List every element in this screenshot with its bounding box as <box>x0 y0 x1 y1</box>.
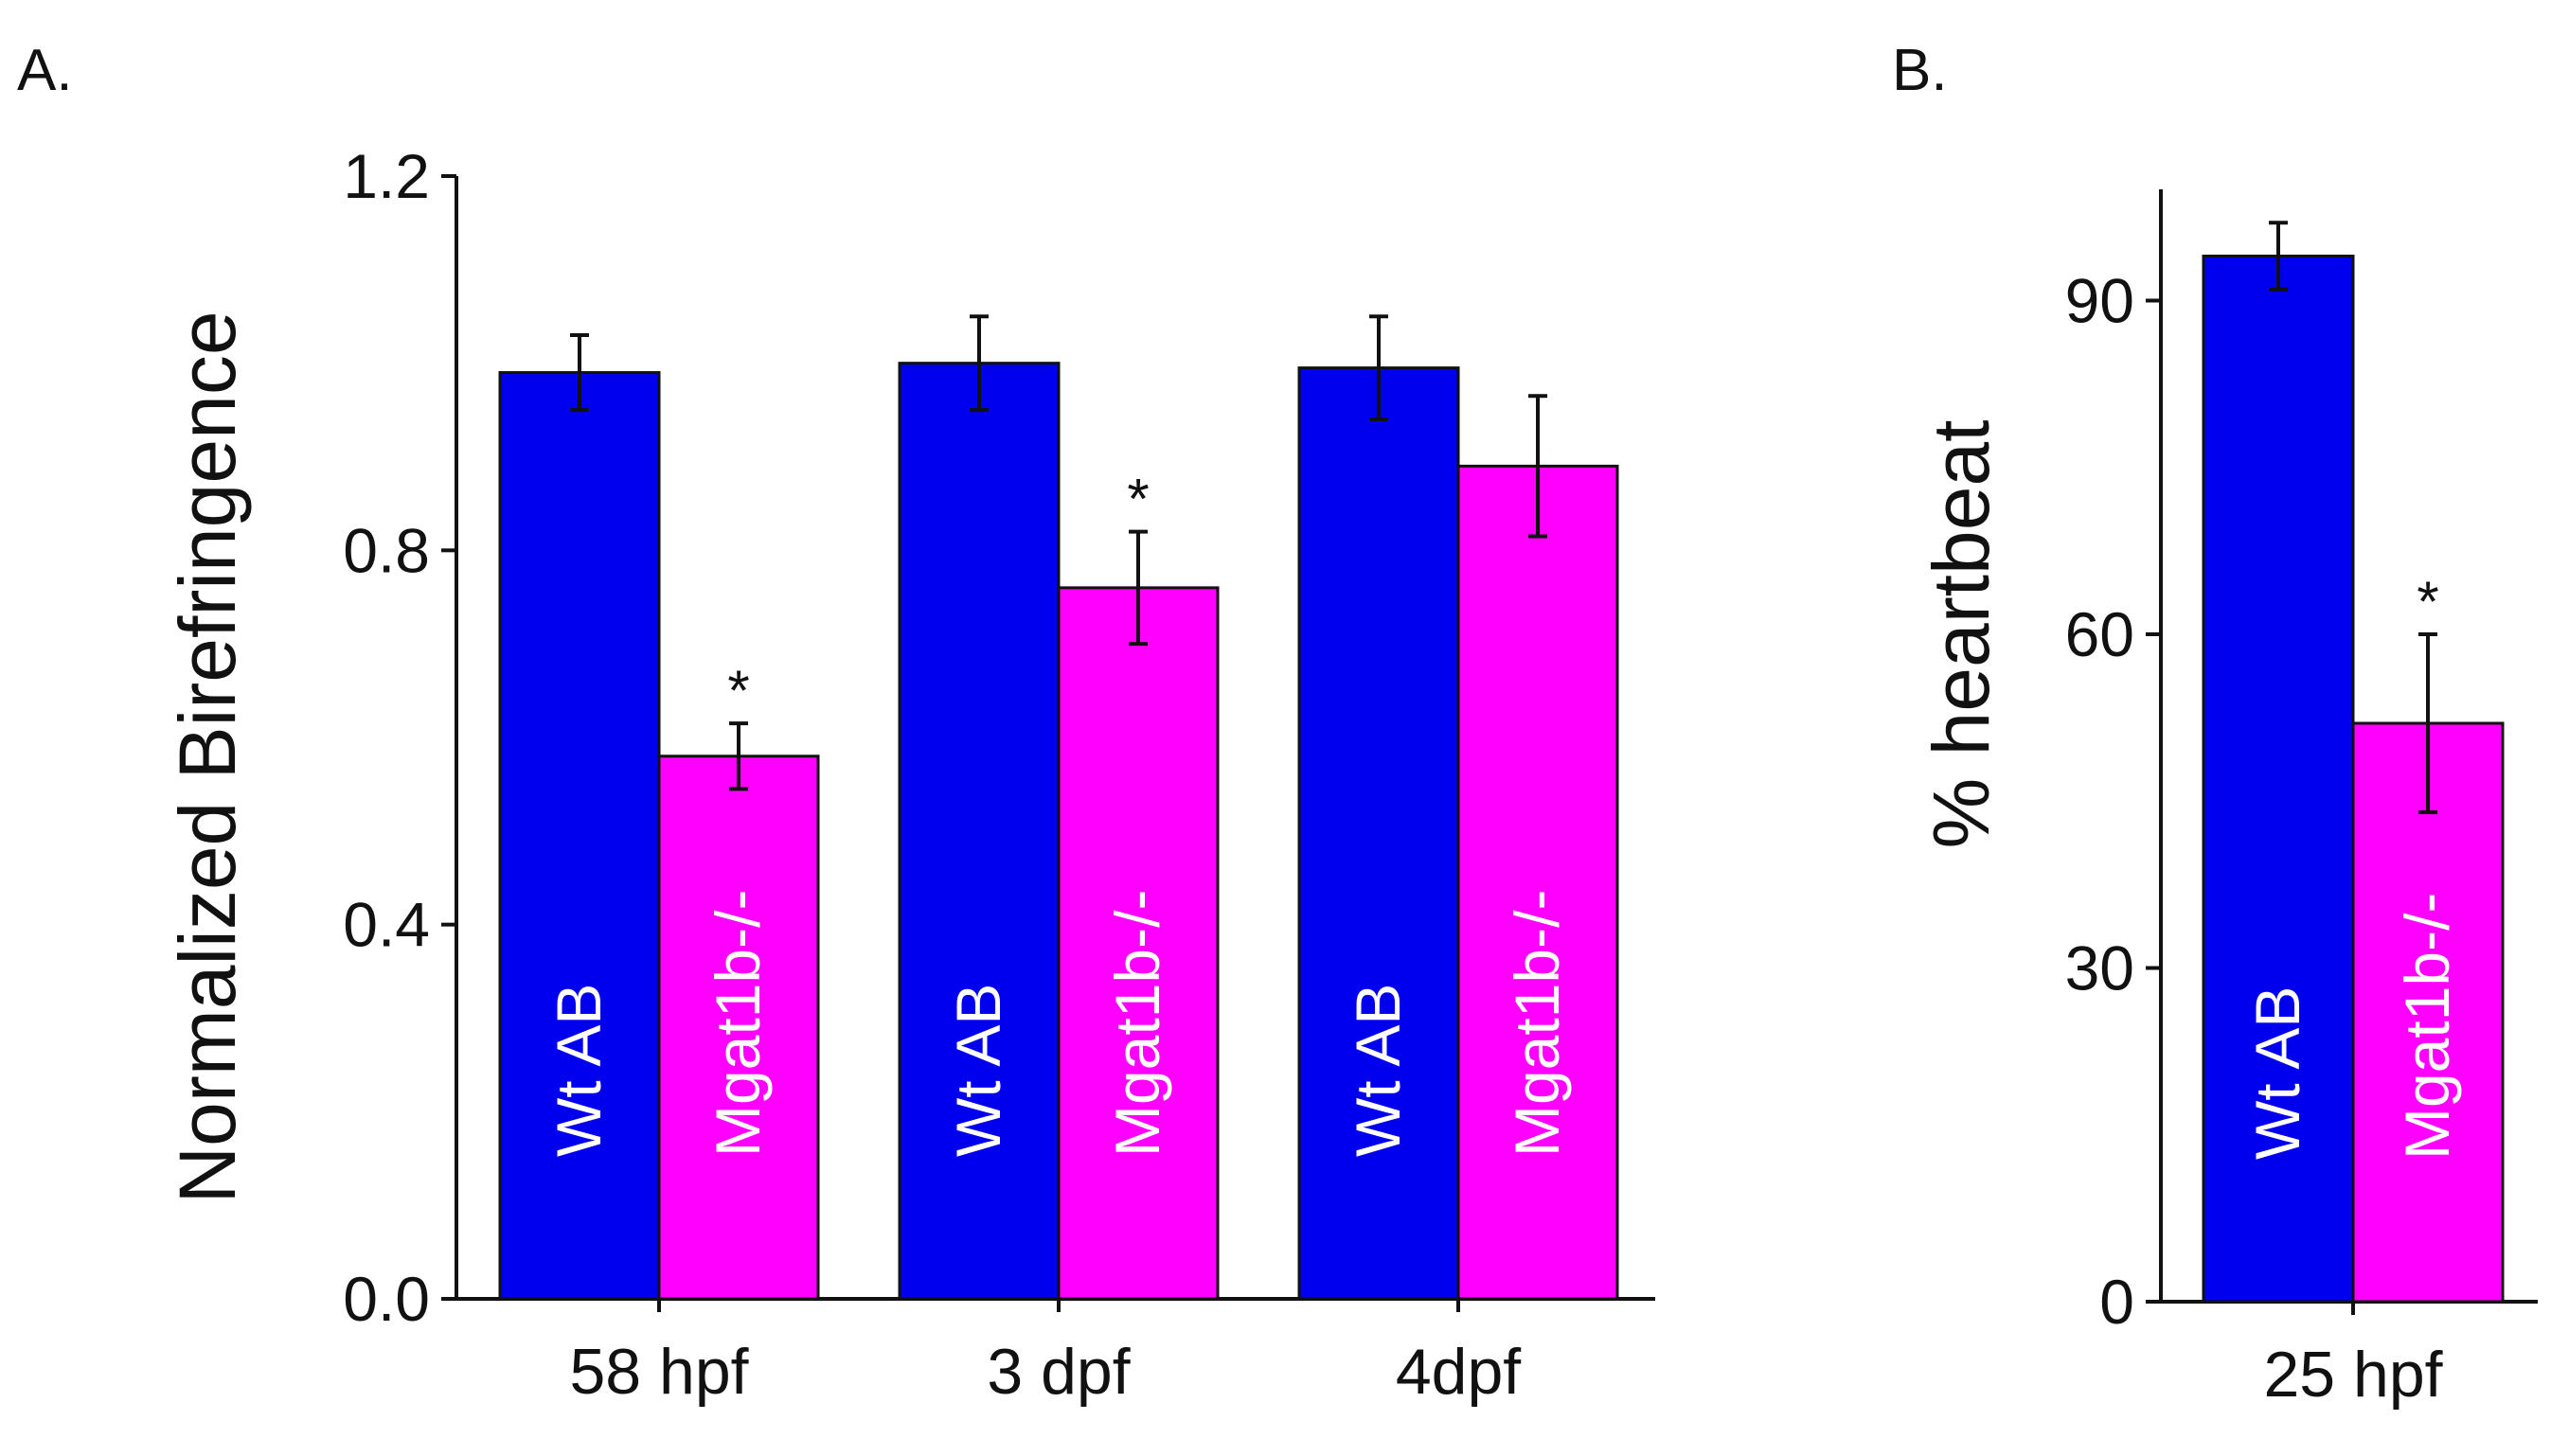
bar-series-label: Mgat1b-/- <box>1102 890 1172 1157</box>
panel-a-label: A. <box>17 38 73 103</box>
bar <box>898 362 1061 1301</box>
bar <box>2351 721 2505 1304</box>
y-tick-label: 0.8 <box>343 515 430 585</box>
bar-series-label: Wt AB <box>1343 984 1413 1157</box>
panel-a-chart: 0.0 0.4 0.8 1.2 58 hpf Wt AB Mgat1b-/- * 3 dpf Wt… <box>343 141 1655 1408</box>
panel-b-label: B. <box>1892 38 1948 103</box>
y-tick-label: 30 <box>2065 933 2134 1003</box>
bar-series-label: Wt AB <box>943 984 1013 1157</box>
bar-series-label: Mgat1b-/- <box>703 890 773 1157</box>
bar <box>1456 464 1619 1301</box>
panel-a-y-axis-title: Normalized Birefringence <box>163 311 252 1203</box>
bar <box>2202 255 2355 1304</box>
y-tick-label: 0 <box>2099 1267 2134 1337</box>
significance-marker: * <box>1127 468 1149 531</box>
y-tick-label: 60 <box>2065 599 2134 669</box>
bar-series-label: Mgat1b-/- <box>1502 890 1572 1157</box>
y-tick-label: 0.4 <box>343 890 430 960</box>
panel-b-y-axis-title: % heartbeat <box>1917 420 2006 849</box>
y-tick-label: 1.2 <box>343 141 430 211</box>
bar-series-label: Wt AB <box>544 984 614 1157</box>
x-category-label: 4dpf <box>1396 1336 1521 1408</box>
y-tick-label: 0.0 <box>343 1264 430 1334</box>
bar-series-label: Wt AB <box>2242 986 2312 1160</box>
bar <box>1297 366 1460 1301</box>
bar <box>498 371 661 1301</box>
y-tick-label: 90 <box>2065 266 2134 336</box>
x-category-label: 3 dpf <box>987 1336 1130 1408</box>
significance-marker: * <box>2417 570 2438 633</box>
significance-marker: * <box>727 659 749 722</box>
bar-series-label: Mgat1b-/- <box>2392 893 2462 1160</box>
x-category-label: 25 hpf <box>2263 1339 2442 1411</box>
x-category-label: 58 hpf <box>569 1336 748 1408</box>
bar <box>1057 586 1220 1301</box>
panel-b-chart: 0 30 60 90 25 hpf Wt AB Mgat1b-/- * <box>2065 189 2538 1411</box>
